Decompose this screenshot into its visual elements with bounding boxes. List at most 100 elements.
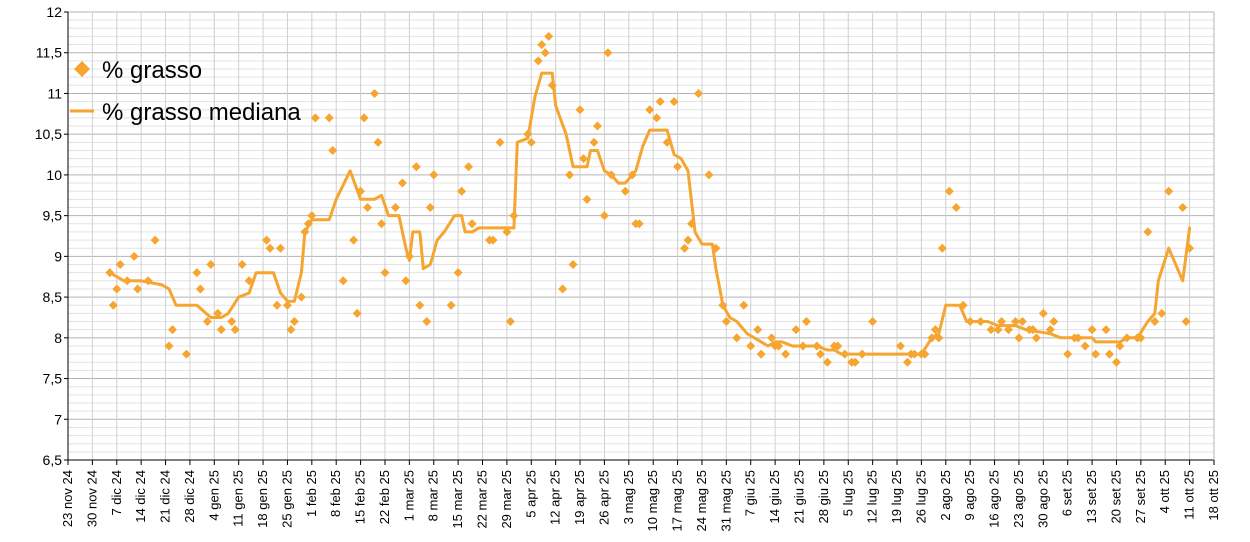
data-point xyxy=(181,349,191,359)
x-tick-label: 22 mar 25 xyxy=(475,470,490,529)
axes xyxy=(67,12,1215,461)
data-point xyxy=(526,137,536,147)
x-tick-label: 29 mar 25 xyxy=(499,470,514,529)
data-point xyxy=(380,268,390,278)
data-point xyxy=(488,235,498,245)
data-point xyxy=(289,317,299,327)
data-point xyxy=(1003,325,1013,335)
data-point xyxy=(376,219,386,229)
data-point xyxy=(565,170,575,180)
data-point xyxy=(1080,341,1090,351)
x-tick-label: 1 mar 25 xyxy=(401,470,416,521)
x-tick-label: 21 dic 24 xyxy=(158,470,173,523)
x-tick-label: 18 ott 25 xyxy=(1206,470,1221,521)
data-point xyxy=(359,113,369,123)
data-point xyxy=(422,317,432,327)
data-point xyxy=(1150,317,1160,327)
data-point xyxy=(1049,317,1059,327)
data-point xyxy=(767,333,777,343)
data-point xyxy=(589,137,599,147)
data-point xyxy=(791,325,801,335)
x-tick-label: 12 apr 25 xyxy=(548,470,563,525)
data-point xyxy=(756,349,766,359)
y-tick-label: 10 xyxy=(46,167,62,183)
median-line xyxy=(108,71,1192,356)
data-point xyxy=(112,284,122,294)
y-tick-label: 7,5 xyxy=(43,371,63,387)
data-point xyxy=(937,243,947,253)
data-point xyxy=(537,40,547,50)
data-point xyxy=(164,341,174,351)
x-tick-label: 11 ott 25 xyxy=(1182,470,1197,520)
data-point xyxy=(495,137,505,147)
data-point xyxy=(192,268,202,278)
x-tick-label: 5 lug 25 xyxy=(840,470,855,516)
data-point xyxy=(652,113,662,123)
x-tick-label: 26 lug 25 xyxy=(913,470,928,524)
x-tick-label: 5 apr 25 xyxy=(523,470,538,518)
y-tick-label: 7 xyxy=(54,411,62,427)
data-point xyxy=(850,357,860,367)
data-point xyxy=(944,186,954,196)
data-point xyxy=(997,317,1007,327)
data-point xyxy=(739,300,749,310)
data-point xyxy=(363,202,373,212)
data-point xyxy=(1181,317,1191,327)
data-point xyxy=(753,325,763,335)
data-point xyxy=(533,56,543,66)
data-point xyxy=(1063,349,1073,359)
x-tick-label: 25 gen 25 xyxy=(279,470,294,528)
x-tick-label: 28 dic 24 xyxy=(182,470,197,523)
x-tick-label: 10 mag 25 xyxy=(645,470,660,531)
data-point xyxy=(620,186,630,196)
x-tick-label: 7 dic 24 xyxy=(109,470,124,516)
data-point xyxy=(505,317,515,327)
data-point xyxy=(237,260,247,270)
x-tick-label: 26 apr 25 xyxy=(596,470,611,525)
data-point xyxy=(1178,202,1188,212)
x-tick-label: 19 apr 25 xyxy=(572,470,587,525)
data-point xyxy=(746,341,756,351)
data-point xyxy=(216,325,226,335)
data-point xyxy=(397,178,407,188)
data-point xyxy=(568,260,578,270)
y-tick-label: 8 xyxy=(54,330,62,346)
data-point xyxy=(286,325,296,335)
series-line xyxy=(108,71,1192,356)
data-point xyxy=(282,300,292,310)
data-point xyxy=(1087,325,1097,335)
y-tick-label: 11 xyxy=(47,85,62,101)
data-point xyxy=(993,325,1003,335)
data-point xyxy=(1091,349,1101,359)
x-tick-label: 30 nov 24 xyxy=(84,470,99,527)
data-point xyxy=(833,341,843,351)
x-tick-label: 7 giu 25 xyxy=(743,470,758,516)
x-tick-label: 23 nov 24 xyxy=(60,470,75,527)
data-point xyxy=(464,162,474,172)
y-axis-ticks: 6,5 7 7,5 8 8,5 9 9,5 10 10,5 11 11,5 12 xyxy=(35,4,68,468)
data-point xyxy=(150,235,160,245)
data-point xyxy=(1164,186,1174,196)
x-tick-label: 19 lug 25 xyxy=(889,470,904,524)
data-point xyxy=(502,227,512,237)
data-point xyxy=(415,300,425,310)
x-tick-label: 23 ago 25 xyxy=(1011,470,1026,528)
data-point xyxy=(669,97,679,107)
legend-label-scatter: % grasso xyxy=(102,57,202,84)
data-point xyxy=(129,251,139,261)
data-point xyxy=(1157,308,1167,318)
data-point xyxy=(1115,341,1125,351)
x-tick-label: 6 set 25 xyxy=(1060,470,1075,516)
x-tick-label: 18 gen 25 xyxy=(255,470,270,528)
data-point xyxy=(930,325,940,335)
data-point xyxy=(582,194,592,204)
x-tick-label: 8 feb 25 xyxy=(328,470,343,517)
data-point xyxy=(349,235,359,245)
data-point xyxy=(373,137,383,147)
x-tick-label: 31 mag 25 xyxy=(718,470,733,531)
data-point xyxy=(603,48,613,58)
x-tick-label: 17 mag 25 xyxy=(670,470,685,531)
data-point xyxy=(781,349,791,359)
data-point xyxy=(1014,333,1024,343)
